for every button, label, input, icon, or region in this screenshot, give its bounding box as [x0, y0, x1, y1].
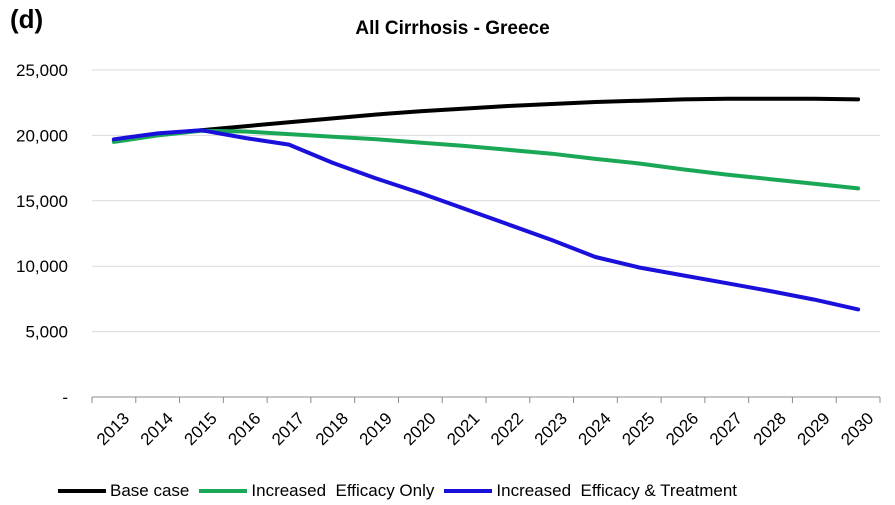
y-tick-label: 20,000	[16, 126, 68, 145]
y-tick-label: 5,000	[25, 323, 68, 342]
x-tick-label: 2028	[750, 409, 790, 449]
legend-label: Increased Efficacy Only	[251, 481, 435, 500]
x-tick-label: 2030	[837, 409, 877, 449]
x-tick-label: 2023	[531, 409, 571, 449]
x-tick-label: 2019	[356, 409, 396, 449]
x-tick-label: 2029	[793, 409, 833, 449]
x-tick-label: 2021	[443, 409, 483, 449]
x-tick-label: 2013	[93, 409, 133, 449]
x-tick-label: 2020	[399, 409, 439, 449]
legend-item-3: Increased Efficacy & Treatment	[444, 481, 737, 501]
x-tick-label: 2014	[137, 409, 177, 449]
x-tick-label: 2025	[618, 409, 658, 449]
x-tick-label: 2024	[575, 409, 615, 449]
y-tick-label: 15,000	[16, 192, 68, 211]
x-tick-label: 2016	[224, 409, 264, 449]
legend-label: Increased Efficacy & Treatment	[496, 481, 738, 500]
chart-legend: Base case Increased Efficacy Only Increase…	[58, 481, 747, 501]
legend-swatch	[199, 489, 248, 493]
series-line-1	[111, 96, 861, 143]
legend-label: Base case	[110, 481, 190, 500]
y-tick-label: -	[62, 388, 68, 407]
chart-title: All Cirrhosis - Greece	[355, 18, 550, 39]
x-tick-label: 2026	[662, 409, 702, 449]
series-line-3	[111, 128, 861, 312]
x-tick-label: 2027	[706, 409, 746, 449]
x-tick-label: 2015	[181, 409, 221, 449]
y-tick-label: 10,000	[16, 257, 68, 276]
legend-swatch	[444, 489, 493, 493]
legend-item-2: Increased Efficacy Only	[199, 481, 434, 501]
legend-item-1: Base case	[58, 481, 189, 501]
legend-swatch	[58, 489, 106, 493]
x-tick-label: 2017	[268, 409, 308, 449]
x-tick-label: 2022	[487, 409, 527, 449]
x-tick-label: 2018	[312, 409, 352, 449]
y-tick-label: 25,000	[16, 61, 68, 80]
panel-label: (d)	[10, 4, 44, 34]
series-line-2	[111, 128, 861, 191]
